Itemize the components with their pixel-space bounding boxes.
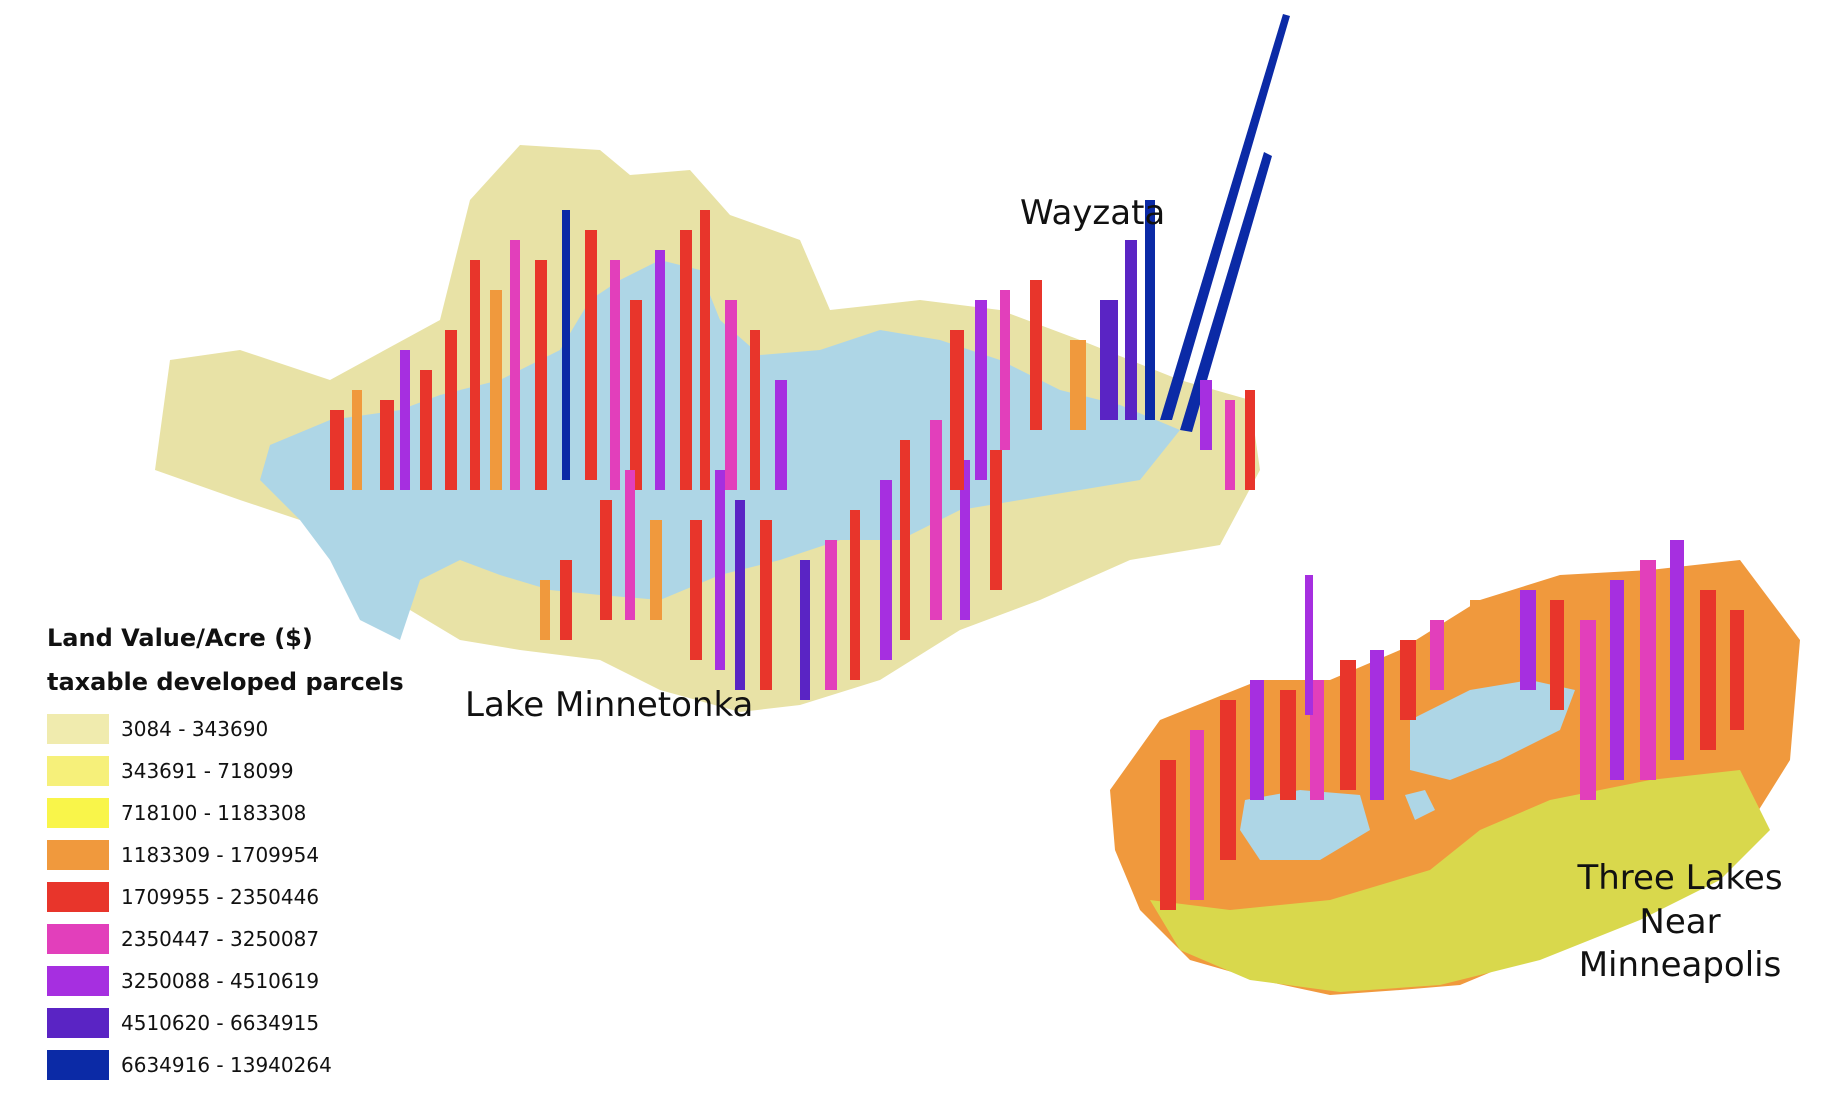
wayzata-label: Wayzata [1020,193,1166,233]
legend-swatch [47,1008,109,1038]
legend-item: 6634916 - 13940264 [47,1044,404,1086]
legend-swatch [47,798,109,828]
legend-swatch [47,924,109,954]
legend-swatch [47,756,109,786]
three-lakes-label: Three Lakes Near Minneapolis [1577,858,1783,986]
legend-item: 4510620 - 6634915 [47,1002,404,1044]
legend-label: 343691 - 718099 [121,759,294,783]
legend-label: 1709955 - 2350446 [121,885,320,909]
legend-label: 718100 - 1183308 [121,801,307,825]
legend-swatch [47,882,109,912]
legend-swatch [47,840,109,870]
minnetonka-parcel-bars [330,210,1002,700]
legend-item: 2350447 - 3250087 [47,918,404,960]
legend-subtitle: taxable developed parcels [47,668,404,696]
legend-label: 2350447 - 3250087 [121,927,320,951]
legend-label: 4510620 - 6634915 [121,1011,320,1035]
legend-title: Land Value/Acre ($) [47,624,313,652]
three-lakes-parcel-bars [1160,540,1772,910]
legend-item: 1183309 - 1709954 [47,834,404,876]
legend-item: 1709955 - 2350446 [47,876,404,918]
legend-item: 3084 - 343690 [47,708,404,750]
legend-label: 6634916 - 13940264 [121,1053,332,1077]
lake-minnetonka-region [155,14,1290,712]
legend-item: 718100 - 1183308 [47,792,404,834]
three-lakes-water-3 [1405,790,1435,820]
three-lakes-water-2 [1240,790,1370,860]
three-lakes-region [1110,540,1800,995]
wayzata-parcel-bars [950,14,1290,490]
legend-items: 3084 - 343690 343691 - 718099 718100 - 118… [47,708,404,1086]
legend-label: 3084 - 343690 [121,717,269,741]
lake-minnetonka-label: Lake Minnetonka [465,685,754,725]
legend-swatch [47,1050,109,1080]
three-lakes-water-1 [1410,680,1575,780]
legend-item: 3250088 - 4510619 [47,960,404,1002]
legend-swatch [47,714,109,744]
legend-label: 3250088 - 4510619 [121,969,320,993]
legend-swatch [47,966,109,996]
three-lakes-front-yellow [1150,770,1770,992]
legend-label: 1183309 - 1709954 [121,843,320,867]
legend-item: 343691 - 718099 [47,750,404,792]
legend: Land Value/Acre ($) taxable developed pa… [47,616,404,1086]
